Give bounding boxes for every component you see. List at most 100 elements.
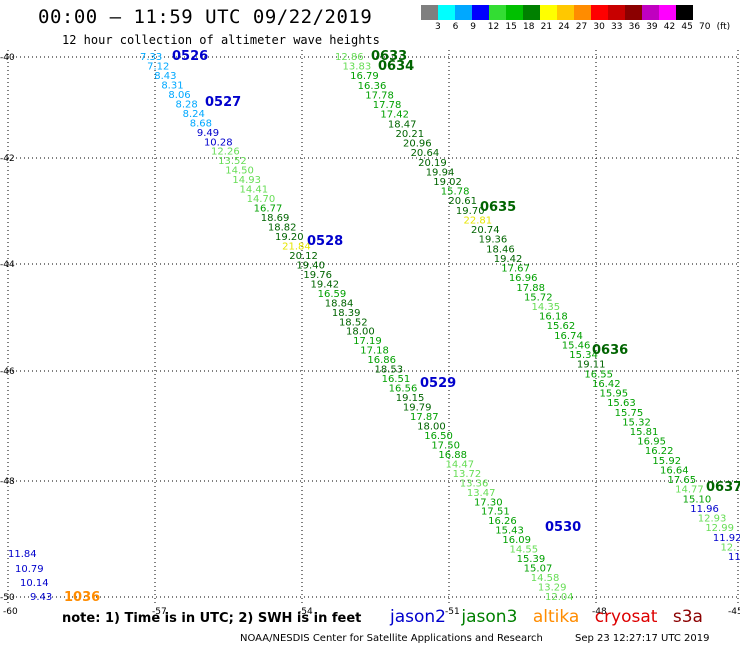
swh-value: 14.50	[225, 166, 254, 177]
swh-value: 15.75	[615, 408, 644, 419]
swh-value: 13.72	[453, 469, 482, 480]
swh-value: 16.88	[438, 450, 467, 461]
swh-value: 17.78	[365, 90, 394, 101]
swh-value: 17.50	[431, 440, 460, 451]
swh-value: 19.94	[426, 167, 455, 178]
color-scale-label: 3	[435, 22, 441, 32]
mission-cryosat: cryosat	[594, 607, 658, 627]
swh-value: 8.06	[168, 90, 190, 101]
color-scale-label: 36	[628, 22, 641, 32]
swh-value: 14.35	[532, 302, 561, 313]
credit-line: NOAA/NESDIS Center for Satellite Applica…	[240, 633, 543, 644]
footer-note: note: 1) Time is in UTC; 2) SWH is in fe…	[62, 611, 362, 626]
swh-value: 14.47	[446, 459, 475, 470]
swh-value: 17.67	[501, 264, 530, 275]
color-scale-label: 15	[505, 22, 517, 32]
color-swatch	[557, 5, 574, 20]
pass-id-label: 0529	[420, 376, 456, 391]
lat-label: -44	[0, 260, 15, 270]
swh-value: 15.72	[524, 292, 553, 303]
swh-value: 15.62	[547, 321, 576, 332]
swh-value: 16.09	[502, 535, 531, 546]
color-scale-label: 39	[646, 22, 658, 32]
swh-value: 16.55	[584, 369, 613, 380]
mission-altika: altika	[532, 607, 580, 627]
color-scale-label: 18	[523, 22, 535, 32]
swh-value: 15.78	[441, 187, 470, 198]
swh-value: 18.39	[332, 308, 361, 319]
swh-value: 19.15	[396, 393, 425, 404]
lon-label: -57	[152, 607, 167, 617]
swh-value: 8.31	[161, 80, 183, 91]
swh-value: 13.52	[218, 156, 247, 167]
swh-value: 18.84	[325, 298, 354, 309]
lon-label: -48	[592, 607, 607, 617]
lon-label: -60	[3, 607, 18, 617]
color-swatch	[625, 5, 642, 20]
swh-value: 12.99	[705, 523, 734, 534]
swh-value: 17.87	[410, 412, 439, 423]
swh-value: 15.34	[569, 350, 598, 361]
swh-value: 15.81	[630, 427, 659, 438]
color-scale-label: 30	[593, 22, 605, 32]
lon-label: -51	[445, 607, 460, 617]
color-scale-label: 21	[540, 22, 553, 32]
swh-value: 18.00	[346, 327, 375, 338]
swh-value: 16.95	[637, 437, 666, 448]
swh-value: 13.29	[538, 583, 567, 594]
pass-id-label: 0635	[480, 200, 516, 215]
color-swatch	[421, 5, 438, 20]
swh-value: 8.28	[176, 99, 198, 110]
pass-id-label: 0526	[172, 49, 208, 64]
swh-value: 12.93	[698, 514, 727, 525]
swh-value: 20.21	[395, 129, 424, 140]
color-scale-label: 33	[611, 22, 623, 32]
pass-id-label: 0527	[205, 95, 241, 110]
swh-value: 14.55	[509, 545, 538, 556]
swh-value: 17.30	[474, 497, 503, 508]
swh-value: 16.42	[592, 379, 621, 390]
chart-title: 00:00 – 11:59 UTC 09/22/2019	[38, 6, 373, 28]
chart-subtitle: 12 hour collection of altimeter wave hei…	[62, 33, 380, 47]
color-swatch	[659, 5, 676, 20]
color-swatch	[676, 5, 693, 20]
color-swatch	[523, 5, 540, 20]
swh-value: 20.19	[418, 158, 447, 169]
swh-value: 16.96	[509, 273, 538, 284]
lat-label: -42	[0, 154, 15, 164]
swh-value: 17.88	[516, 283, 545, 294]
swh-value: 13.47	[467, 488, 496, 499]
swh-value: 21.84	[282, 241, 311, 252]
swh-value: 14.41	[239, 185, 268, 196]
swh-value: 18.46	[486, 244, 515, 255]
swh-value: 7.12	[147, 61, 169, 72]
swh-value: 15.92	[652, 456, 681, 467]
swh-value: 10.28	[204, 137, 233, 148]
swh-value: 18.53	[374, 365, 403, 376]
swh-value: 11	[728, 552, 740, 563]
swh-value: 15.95	[600, 389, 629, 400]
swh-value: 16.22	[645, 446, 674, 457]
swh-value: 17.19	[353, 336, 382, 347]
swh-value: 19.40	[296, 260, 325, 271]
swh-value: 16.51	[382, 374, 411, 385]
swh-value: 19.02	[433, 177, 462, 188]
swh-value: 19.36	[479, 235, 508, 246]
color-swatch	[540, 5, 557, 20]
color-swatch	[438, 5, 455, 20]
swh-value: 19.79	[403, 403, 432, 414]
swh-value: 8.24	[183, 109, 205, 120]
swh-value: 17.18	[360, 346, 389, 357]
color-scale-label: 45	[681, 22, 693, 32]
lat-label: -50	[0, 593, 15, 603]
color-scale-label: 9	[470, 22, 476, 32]
swh-value: 12.26	[211, 147, 240, 158]
swh-value: 8.68	[190, 118, 212, 129]
swh-value: 20.64	[411, 148, 440, 159]
swh-value: 19.20	[275, 232, 304, 243]
lat-label: -40	[0, 53, 15, 63]
swh-value: 14.77	[675, 485, 704, 496]
swh-value: 16.18	[539, 312, 568, 323]
swh-value: 16.56	[389, 384, 418, 395]
swh-value: 16.26	[488, 516, 517, 527]
